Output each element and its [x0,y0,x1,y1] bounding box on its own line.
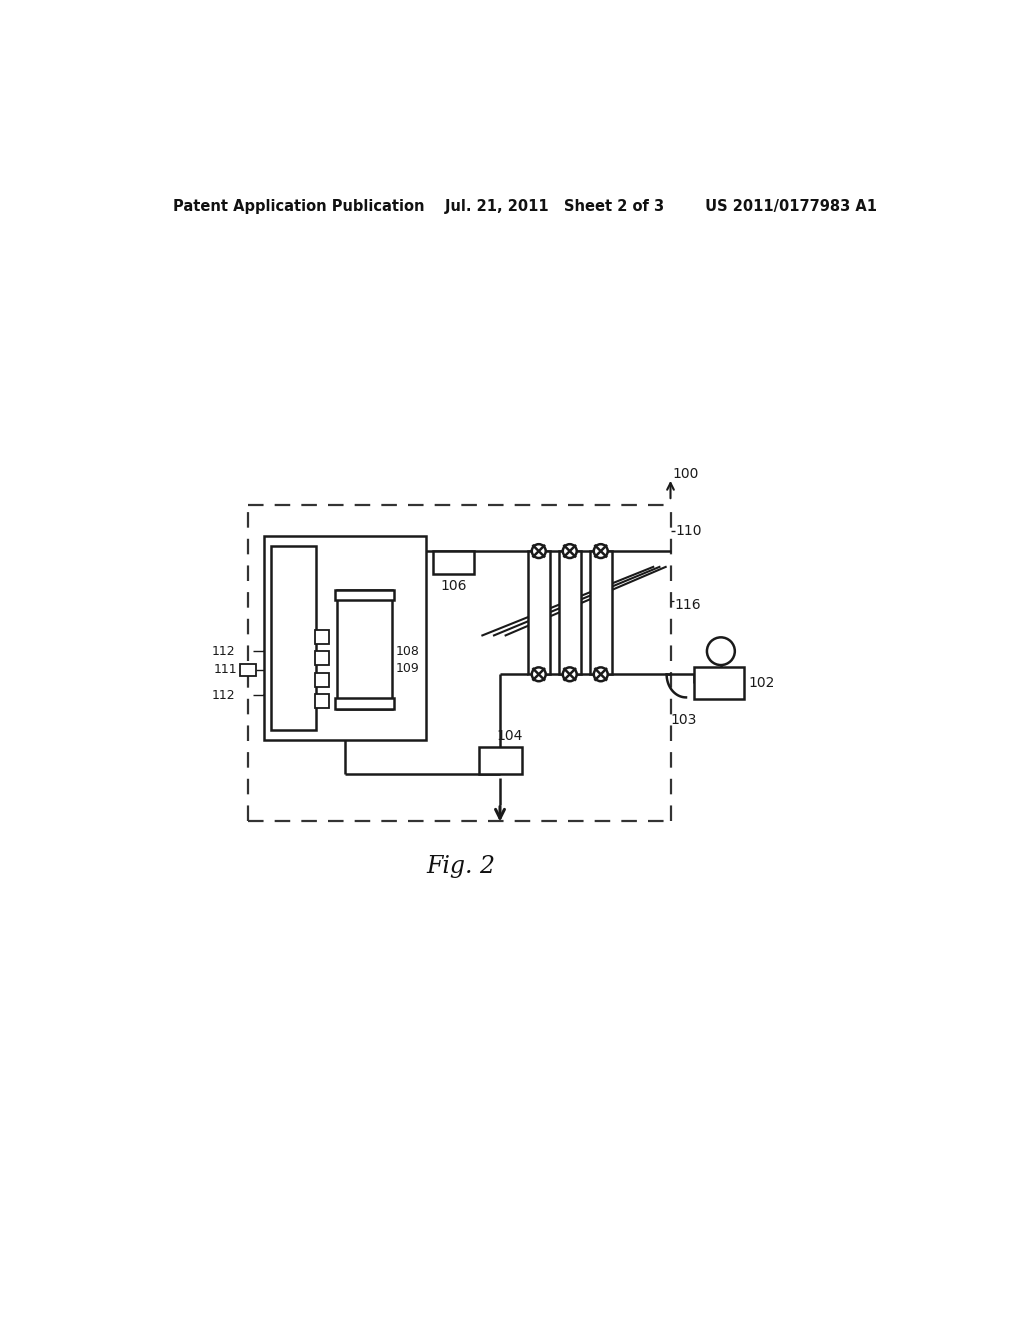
Circle shape [594,544,607,558]
Bar [314,694,329,708]
Bar [335,590,394,601]
Text: 111: 111 [214,663,238,676]
Circle shape [563,544,577,558]
Bar [241,664,256,676]
Text: Patent Application Publication    Jul. 21, 2011   Sheet 2 of 3        US 2011/01: Patent Application Publication Jul. 21, … [173,198,877,214]
Text: 106: 106 [440,579,467,593]
Bar [590,552,611,675]
Text: 102: 102 [748,676,774,690]
Text: 112: 112 [212,644,236,657]
Bar [314,630,329,644]
Bar [528,552,550,675]
Bar [559,552,581,675]
Bar [433,552,474,574]
Circle shape [531,668,546,681]
Bar [335,698,394,709]
Text: 112: 112 [212,689,236,702]
Text: 100: 100 [672,467,698,480]
Bar [271,546,316,730]
Bar [693,667,744,700]
Circle shape [594,668,607,681]
Bar [337,590,391,709]
Bar [479,747,521,775]
Text: 103: 103 [671,714,697,727]
Bar [314,651,329,665]
Text: 110: 110 [675,524,701,539]
Text: 104: 104 [496,729,522,743]
Text: 108: 108 [395,644,419,657]
Circle shape [563,668,577,681]
Bar [263,536,426,739]
Circle shape [707,638,735,665]
Text: Fig. 2: Fig. 2 [427,855,496,878]
Circle shape [531,544,546,558]
Text: 109: 109 [395,661,419,675]
Bar [314,673,329,686]
Text: 116: 116 [675,598,701,612]
